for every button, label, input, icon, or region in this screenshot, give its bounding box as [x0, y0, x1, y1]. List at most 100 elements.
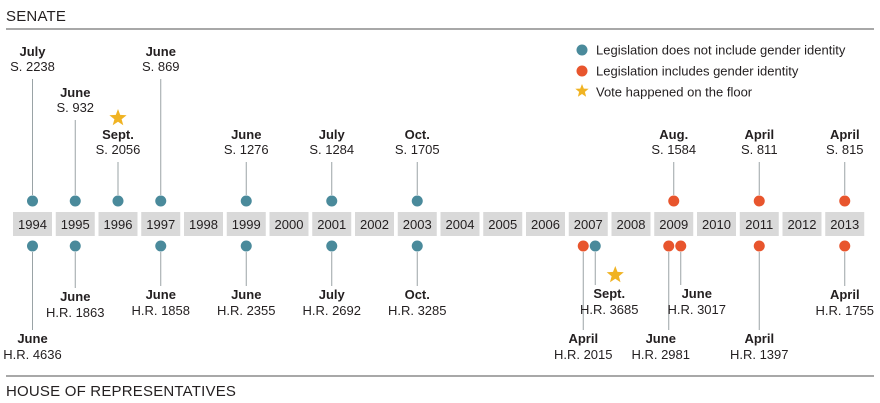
legend: Legislation does not include gender iden…	[575, 43, 846, 100]
house-floor-vote-star-icon	[606, 266, 624, 283]
senate-dot-s-811	[753, 195, 765, 207]
year-label-2011: 2011	[745, 217, 773, 232]
house-dot-h-r-2692	[326, 240, 338, 252]
year-box-1997	[141, 212, 181, 236]
senate-dot-s-1284	[326, 195, 338, 207]
house-month-h-r-2981: June	[646, 331, 676, 346]
house-bill-h-r-1858: H.R. 1858	[131, 303, 190, 318]
legend-dot-no-gender-identity	[576, 44, 588, 56]
year-box-2013	[825, 212, 865, 236]
year-label-1999: 1999	[232, 217, 261, 232]
house-bill-h-r-3017: H.R. 3017	[667, 302, 726, 317]
house-month-h-r-4636: June	[17, 331, 47, 346]
year-box-1998	[184, 212, 223, 236]
senate-dot-s-1705	[411, 195, 423, 207]
year-label-2001: 2001	[317, 217, 346, 232]
legend-label-no-gender-identity: Legislation does not include gender iden…	[596, 43, 846, 58]
senate-header: SENATE	[6, 8, 874, 30]
senate-title: SENATE	[6, 8, 66, 25]
house-bill-h-r-2015: H.R. 2015	[554, 347, 613, 362]
senate-bill-s-815: S. 815	[826, 142, 864, 157]
legend-star-icon	[575, 84, 589, 97]
year-label-2007: 2007	[574, 217, 603, 232]
year-box-1995	[55, 212, 95, 236]
house-dot-h-r-1397	[753, 240, 765, 252]
house-month-h-r-3017: June	[682, 286, 712, 301]
year-box-2002	[355, 212, 394, 236]
house-bill-h-r-3285: H.R. 3285	[388, 303, 447, 318]
house-title: HOUSE OF REPRESENTATIVES	[6, 383, 236, 400]
year-label-1994: 1994	[18, 217, 47, 232]
senate-month-s-2056: Sept.	[102, 127, 134, 142]
year-label-2012: 2012	[788, 217, 817, 232]
senate-bill-s-932: S. 932	[56, 100, 94, 115]
year-label-2006: 2006	[531, 217, 560, 232]
senate-bill-s-869: S. 869	[142, 59, 180, 74]
house-bill-h-r-2981: H.R. 2981	[631, 347, 690, 362]
senate-dot-s-1276	[240, 195, 252, 207]
year-box-1999	[226, 212, 266, 236]
senate-dot-s-869	[155, 195, 167, 207]
senate-month-s-932: June	[60, 85, 90, 100]
year-label-1995: 1995	[61, 217, 90, 232]
house-dot-h-r-1858	[155, 240, 167, 252]
senate-bill-s-1276: S. 1276	[224, 142, 269, 157]
house-month-h-r-3285: Oct.	[405, 287, 430, 302]
house-month-h-r-3685: Sept.	[593, 286, 625, 301]
senate-month-s-1584: Aug.	[659, 127, 688, 142]
senate-month-s-811: April	[744, 127, 774, 142]
legend-label-floor-vote: Vote happened on the floor	[596, 85, 753, 100]
year-box-2007	[568, 212, 608, 236]
senate-month-s-1276: June	[231, 127, 261, 142]
house-dot-h-r-2015	[577, 240, 589, 252]
year-box-2000	[269, 212, 309, 236]
year-label-2008: 2008	[617, 217, 646, 232]
senate-bill-s-811: S. 811	[741, 142, 778, 157]
year-box-2005	[483, 212, 523, 236]
senate-month-s-869: June	[146, 44, 176, 59]
year-box-2003	[397, 212, 437, 236]
year-label-2013: 2013	[830, 217, 859, 232]
house-dot-h-r-3017	[675, 240, 687, 252]
senate-month-s-815: April	[830, 127, 860, 142]
house-month-h-r-1863: June	[60, 289, 90, 304]
house-month-h-r-1755: April	[830, 287, 860, 302]
year-label-1996: 1996	[104, 217, 133, 232]
house-month-h-r-1858: June	[146, 287, 176, 302]
year-label-2002: 2002	[360, 217, 389, 232]
house-bill-h-r-3685: H.R. 3685	[580, 302, 639, 317]
senate-bill-s-2056: S. 2056	[96, 142, 141, 157]
senate-floor-vote-star-icon	[109, 109, 127, 126]
legend-label-includes-gender-identity: Legislation includes gender identity	[596, 64, 799, 79]
house-dot-h-r-3685	[589, 240, 601, 252]
year-box-2008	[611, 212, 651, 236]
senate-bill-s-1584: S. 1584	[651, 142, 696, 157]
year-box-2009	[654, 212, 694, 236]
senate-month-s-1284: July	[319, 127, 346, 142]
year-label-2003: 2003	[403, 217, 432, 232]
house-dot-h-r-1755	[839, 240, 851, 252]
house-month-h-r-2692: July	[319, 287, 346, 302]
house-month-h-r-1397: April	[744, 331, 774, 346]
year-box-2006	[526, 212, 565, 236]
year-label-2010: 2010	[702, 217, 731, 232]
year-label-2009: 2009	[659, 217, 688, 232]
house-dot-h-r-2981	[663, 240, 675, 252]
senate-dot-s-815	[839, 195, 851, 207]
year-axis: 1994 1995 1996 1997 1998 1999 2000 2001 2002 2003…	[13, 212, 865, 236]
house-bill-h-r-4636: H.R. 4636	[3, 347, 62, 362]
senate-bill-s-1705: S. 1705	[395, 142, 440, 157]
year-box-1996	[98, 212, 138, 236]
year-label-2000: 2000	[275, 217, 304, 232]
year-label-2005: 2005	[488, 217, 517, 232]
year-label-1997: 1997	[146, 217, 175, 232]
year-box-2010	[697, 212, 736, 236]
year-box-2001	[312, 212, 352, 236]
year-box-2011	[739, 212, 779, 236]
house-header: HOUSE OF REPRESENTATIVES	[6, 375, 874, 400]
house-dot-h-r-4636	[27, 240, 38, 252]
house-bill-h-r-1863: H.R. 1863	[46, 305, 105, 320]
